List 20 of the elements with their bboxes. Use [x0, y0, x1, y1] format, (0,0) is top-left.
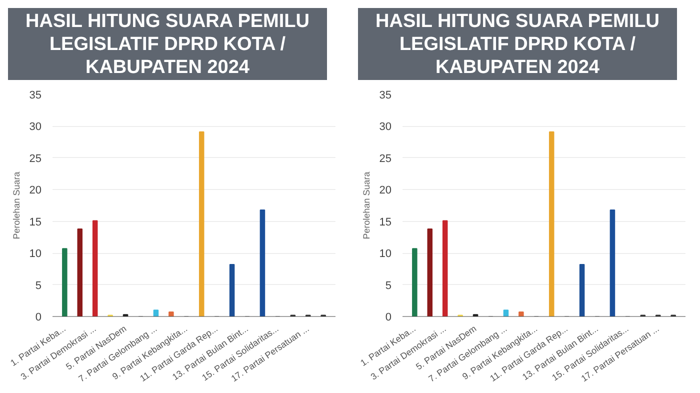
y-axis-title: Perolehan Suara	[361, 172, 372, 240]
y-tick-label: 30	[379, 121, 392, 134]
y-tick-label: 15	[29, 216, 42, 228]
y-tick-label: 5	[385, 280, 392, 292]
y-tick-label: 35	[379, 90, 392, 102]
y-tick-label: 20	[379, 184, 392, 197]
y-tick-label: 20	[29, 184, 42, 197]
y-tick-label: 10	[29, 248, 42, 260]
y-tick-label: 10	[379, 248, 392, 260]
y-tick-label: 35	[29, 90, 42, 102]
y-axis-title: Perolehan Suara	[11, 172, 22, 240]
y-tick-label: 15	[379, 216, 392, 228]
y-tick-label: 25	[379, 152, 392, 165]
chart-title: HASIL HITUNG SUARA PEMILU LEGISLATIF DPRD KOTA / KABUPATEN 2024	[8, 8, 327, 80]
y-tick-label: 0	[35, 312, 42, 324]
y-tick-label: 30	[29, 121, 42, 134]
y-tick-label: 25	[29, 152, 42, 165]
y-tick-label: 0	[385, 312, 392, 324]
y-tick-label: 5	[35, 280, 42, 292]
chart-title: HASIL HITUNG SUARA PEMILU LEGISLATIF DPRD KOTA / KABUPATEN 2024	[358, 8, 677, 80]
